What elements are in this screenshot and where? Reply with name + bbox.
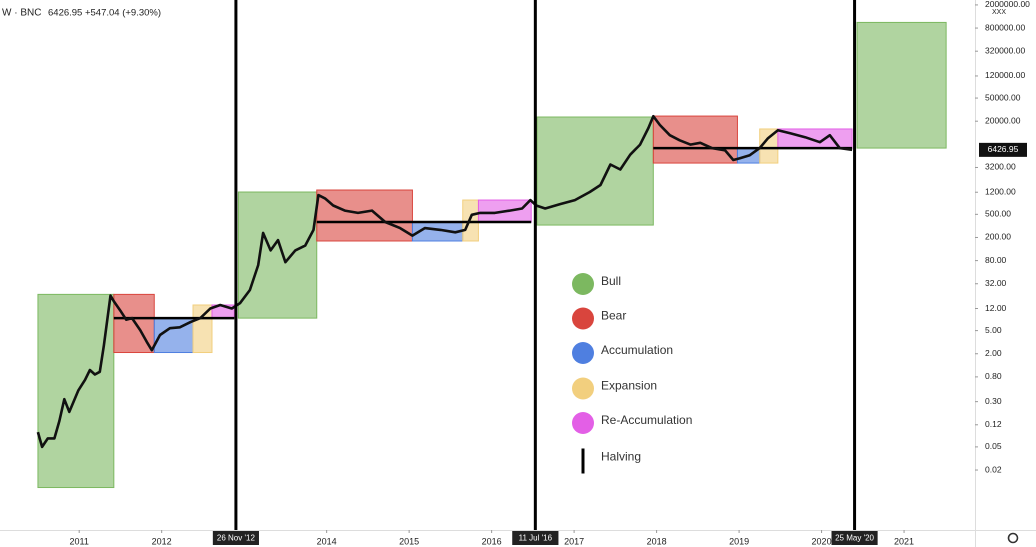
phase-zone [652,115,738,164]
halving-label: 11 Jul '16 [519,534,553,543]
phase-zone [237,191,318,319]
legend-swatch [572,273,594,295]
y-tick-label: 3200.00 [985,162,1016,172]
legend-label: Re-Accumulation [601,413,692,427]
y-tick-label: 0.12 [985,419,1002,429]
halving-label-box [212,531,259,545]
legend-label: Expansion [601,379,657,393]
x-tick-label: 2012 [152,536,172,546]
axis-note: XXX [992,9,1006,16]
phase-zone [856,21,947,149]
halving-label: 26 Nov '12 [217,534,256,543]
legend-swatch [572,412,594,434]
y-tick-label: 500.00 [985,209,1011,219]
x-tick-label: 2011 [70,536,89,546]
last-price-box [979,142,1027,157]
quote: 6426.95 +547.04 (+9.30%) [48,8,161,19]
phase-zone [536,116,654,226]
x-tick-label: 2017 [564,536,584,546]
header-bg [0,4,172,22]
halving-label-box [831,531,878,545]
gear[interactable] [1007,532,1019,544]
legend-swatch [572,377,594,400]
legend-label: Halving [601,450,641,464]
y-tick-label: 0.30 [985,396,1002,406]
halving-label: 25 May '20 [835,534,874,543]
y-tick-label: 5.00 [985,325,1002,335]
halving-label-box [512,531,559,545]
price-line [36,114,853,449]
y-tick-label: 120000.00 [985,70,1025,80]
x-tick-label: 2020 [812,536,832,546]
legend-label: Bear [601,309,626,323]
symbol: W · BNC [2,8,41,19]
y-tick-label: 200.00 [985,232,1011,242]
y-tick-label: 0.02 [985,464,1002,474]
x-tick-label: 2016 [482,536,502,546]
y-tick-label: 0.80 [985,371,1002,381]
last-price-label: 6426.95 [988,144,1019,154]
legend-swatch [572,307,594,330]
phase-zone [316,189,413,242]
y-tick-label: 800000.00 [985,22,1025,32]
phase-zone [192,304,213,354]
y-tick-label: 80.00 [985,255,1007,265]
x-tick-label: 2015 [399,536,419,546]
x-tick-label: 2021 [894,536,914,546]
x-tick-label: 2014 [317,536,337,546]
y-tick-label: 2.00 [985,348,1002,358]
legend-swatch [572,342,594,364]
y-tick-label: 32.00 [985,278,1007,288]
phase-zone [37,293,115,489]
legend-label: Bull [601,274,621,288]
y-tick-label: 12.00 [985,303,1007,313]
y-tick-label: 1200.00 [985,186,1016,196]
y-tick-label: 0.05 [985,441,1002,451]
y-tick-label: 2000000.00 [985,0,1030,9]
y-tick-label: 320000.00 [985,45,1025,55]
y-tick-label: 20000.00 [985,115,1021,125]
x-tick-label: 2018 [647,536,667,546]
x-tick-label: 2019 [729,536,749,546]
y-tick-label: 50000.00 [985,92,1021,102]
legend-label: Accumulation [601,343,673,357]
settings-icon[interactable] [1007,532,1019,544]
